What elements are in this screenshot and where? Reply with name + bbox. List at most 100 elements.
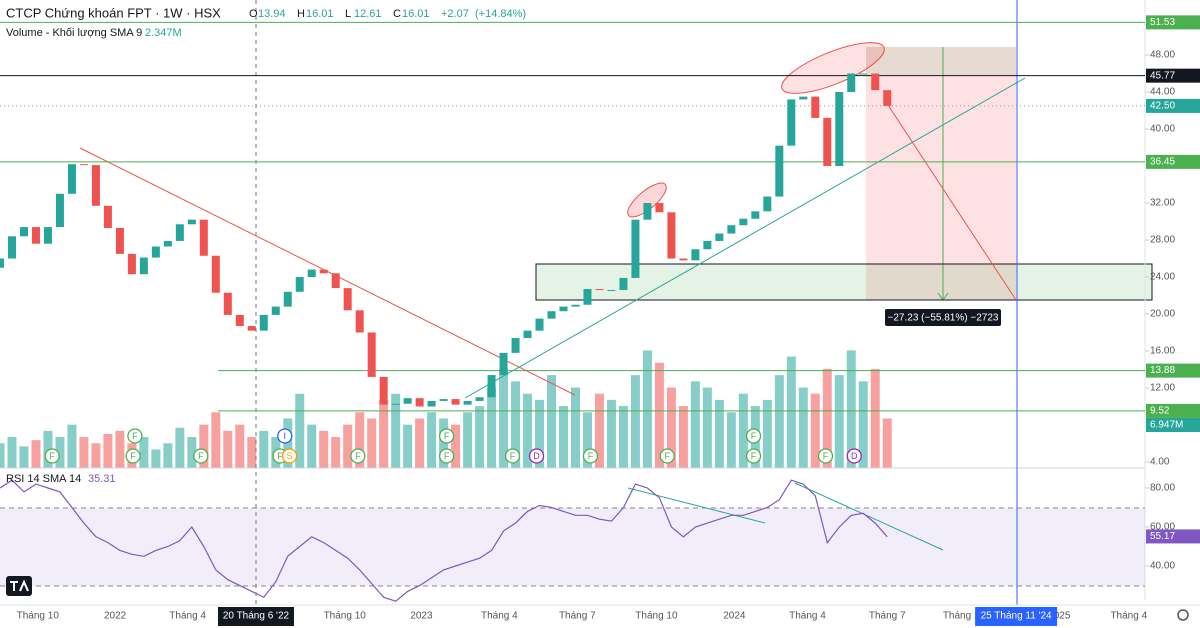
volume-bar bbox=[475, 406, 485, 468]
settings-icon[interactable] bbox=[1177, 609, 1189, 621]
volume-bar bbox=[618, 406, 628, 468]
x-tick-label: 2025 bbox=[1048, 611, 1071, 622]
candle bbox=[67, 164, 76, 194]
x-tick-label: Tháng 10 bbox=[324, 611, 367, 622]
volume-bar bbox=[79, 437, 89, 468]
target-box bbox=[866, 47, 1016, 75]
volume-bar bbox=[91, 443, 101, 468]
candle bbox=[835, 92, 844, 167]
event-label: F bbox=[49, 451, 55, 461]
y-tick-label: 44.00 bbox=[1150, 87, 1175, 98]
volume-bar bbox=[570, 387, 580, 468]
candle bbox=[247, 326, 256, 331]
volume-tag bbox=[1146, 417, 1200, 432]
change: +2.07 bbox=[441, 8, 469, 20]
candle bbox=[655, 203, 664, 213]
volume-bar bbox=[858, 381, 868, 468]
candle bbox=[751, 211, 760, 219]
candle bbox=[223, 292, 232, 315]
candle bbox=[823, 117, 832, 167]
candle bbox=[859, 73, 868, 75]
volume-bar bbox=[678, 406, 688, 468]
volume-bar bbox=[642, 350, 652, 468]
candle bbox=[631, 219, 640, 278]
event-icon bbox=[438, 428, 455, 444]
event-icon bbox=[44, 448, 60, 464]
event-icon bbox=[745, 448, 762, 464]
measure-box bbox=[885, 309, 1001, 326]
pattern-ellipse bbox=[781, 42, 885, 94]
candle bbox=[799, 96, 808, 100]
x-tick-label: Tháng 7 bbox=[869, 611, 906, 622]
volume-bar bbox=[0, 443, 5, 468]
volume-bar bbox=[654, 362, 664, 468]
volume-bar bbox=[726, 412, 736, 468]
candle bbox=[535, 318, 544, 331]
y-tick-label: 20.00 bbox=[1150, 309, 1175, 320]
rsi-tick-label: 80.00 bbox=[1150, 483, 1175, 494]
event-icon bbox=[528, 448, 545, 464]
ohlc-value: 16.01 bbox=[306, 8, 334, 20]
candle bbox=[547, 311, 556, 319]
event-label: F bbox=[130, 451, 136, 461]
x-tick-label: Tháng 4 bbox=[789, 611, 826, 622]
short-position-box bbox=[866, 47, 1016, 300]
volume-bar bbox=[594, 393, 604, 468]
ohlc-key: C bbox=[393, 8, 401, 20]
volume-bar bbox=[115, 430, 125, 468]
volume-bar bbox=[175, 427, 185, 468]
candle bbox=[403, 398, 412, 404]
event-label: S bbox=[287, 451, 293, 461]
volume-bar bbox=[31, 440, 41, 468]
candle bbox=[163, 240, 172, 247]
volume-bar bbox=[738, 393, 748, 468]
volume-bar bbox=[499, 368, 509, 468]
rsi-trendline bbox=[627, 487, 766, 524]
candle bbox=[271, 306, 280, 315]
event-icon bbox=[582, 448, 599, 464]
volume-bar bbox=[307, 424, 317, 468]
x-tick-label: Tháng 10 bbox=[635, 611, 678, 622]
logo bbox=[6, 576, 32, 596]
level-label: 13.88 bbox=[1150, 365, 1175, 376]
candle bbox=[283, 291, 292, 307]
y-tick-label: 12.00 bbox=[1150, 383, 1175, 394]
x-tick-label: 20 Tháng 6 '22 bbox=[223, 611, 290, 622]
measure-label: −27.23 (−55.81%) −2723 bbox=[888, 313, 999, 324]
ohlc-value: 13.94 bbox=[258, 8, 286, 20]
volume-bar bbox=[403, 424, 413, 468]
y-tick-label: 24.00 bbox=[1150, 272, 1175, 283]
candle bbox=[703, 240, 712, 250]
change-pct: (+14.84%) bbox=[475, 8, 526, 20]
rsi-tick-label: 40.00 bbox=[1150, 561, 1175, 572]
volume-bar bbox=[834, 375, 844, 468]
x-tick-label: Tháng 10 bbox=[17, 611, 60, 622]
candle bbox=[19, 227, 28, 237]
volume-bar bbox=[187, 437, 197, 468]
candle bbox=[451, 399, 460, 405]
volume-bar bbox=[199, 424, 209, 468]
volume-bar bbox=[55, 437, 65, 468]
y-tick-label: 32.00 bbox=[1150, 198, 1175, 209]
volume-bar bbox=[702, 387, 712, 468]
event-icon bbox=[193, 448, 209, 464]
event-label: F bbox=[198, 451, 204, 461]
volume-bar bbox=[223, 430, 233, 468]
candle bbox=[127, 253, 136, 275]
candle bbox=[415, 398, 424, 407]
candle bbox=[55, 193, 64, 228]
volume-bar bbox=[822, 368, 832, 468]
level-tag bbox=[1146, 98, 1200, 113]
level-label: 45.77 bbox=[1150, 70, 1175, 81]
ohlc-value: 12.61 bbox=[354, 8, 382, 20]
volume-bar bbox=[630, 375, 640, 468]
support-zone bbox=[535, 263, 1153, 301]
rsi-band bbox=[0, 508, 1145, 586]
volume-bar bbox=[43, 430, 53, 468]
candle bbox=[115, 227, 124, 254]
volume-bar bbox=[582, 412, 592, 468]
x-tick-highlight bbox=[217, 607, 294, 626]
candle bbox=[727, 225, 736, 234]
candle bbox=[31, 227, 40, 244]
